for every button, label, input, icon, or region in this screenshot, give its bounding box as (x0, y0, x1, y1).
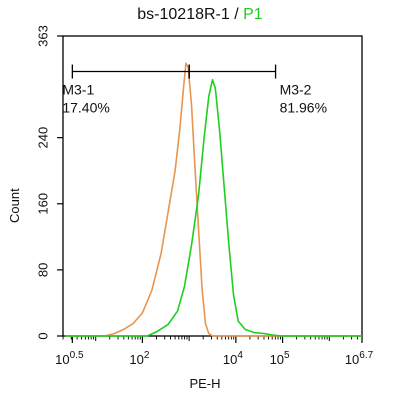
gate-percent-label: 17.40% (62, 100, 109, 116)
x-tick-label: 105 (270, 350, 290, 367)
chart-title-text: bs-10218R-1 / (137, 6, 244, 23)
chart-title-population: P1 (243, 6, 263, 23)
x-axis-label: PE-H (189, 376, 221, 391)
x-tick-label: 106.7 (345, 350, 374, 367)
x-tick-label: 102 (129, 350, 149, 367)
chart-title: bs-10218R-1 / P1 (0, 6, 400, 24)
histogram-series-2 (65, 79, 362, 337)
y-tick-label: 363 (35, 25, 50, 47)
y-tick-label: 160 (35, 193, 50, 215)
x-tick-label: 104 (223, 350, 243, 367)
y-tick-label: 240 (35, 127, 50, 149)
y-tick-label: 0 (35, 332, 50, 339)
gate-name-label: M3-1 (62, 82, 94, 98)
x-tick-label: 100.5 (55, 350, 84, 367)
histogram-series-1 (65, 62, 362, 337)
gate-percent-label: 81.96% (280, 100, 327, 116)
y-tick-label: 80 (35, 263, 50, 277)
gate-name-label: M3-2 (280, 82, 312, 98)
